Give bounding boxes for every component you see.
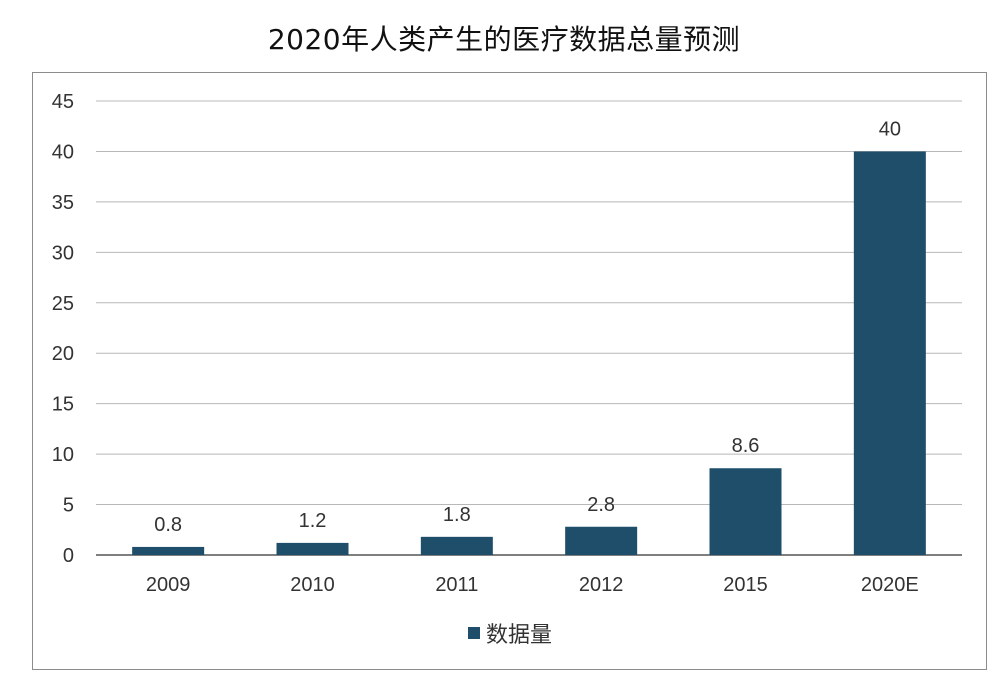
chart-title: 2020年人类产生的医疗数据总量预测: [267, 23, 741, 56]
bar: [565, 526, 638, 555]
data-labels: 0.8 1.2 1.8 2.8 8.6 40: [154, 118, 901, 535]
y-tick-label: 40: [52, 141, 74, 163]
data-label: 8.6: [732, 435, 760, 457]
y-tick-label: 10: [52, 444, 74, 466]
data-label: 40: [879, 118, 901, 140]
bar: [132, 546, 205, 555]
bar: [853, 151, 926, 555]
data-label: 2.8: [587, 494, 615, 516]
y-tick-label: 0: [63, 545, 74, 567]
y-tick-label: 25: [52, 293, 74, 315]
x-tick-label: 2020E: [861, 574, 919, 596]
x-tick-label: 2015: [723, 574, 768, 596]
bar: [420, 536, 493, 555]
legend-swatch: [468, 627, 480, 639]
y-tick-label: 5: [63, 495, 74, 517]
x-axis-ticks: 2009 2010 2011 2012 2015 2020E: [146, 574, 919, 596]
data-label: 0.8: [154, 514, 182, 536]
chart-frame: [32, 72, 987, 670]
y-tick-label: 15: [52, 394, 74, 416]
data-label: 1.2: [299, 510, 327, 532]
bar: [709, 468, 782, 555]
data-label: 1.8: [443, 504, 471, 526]
bars: [132, 151, 926, 555]
x-tick-label: 2009: [146, 574, 191, 596]
y-axis-ticks: 0 5 10 15 20 25 30 35 40 45: [52, 91, 74, 567]
x-tick-label: 2012: [579, 574, 624, 596]
y-tick-label: 30: [52, 242, 74, 264]
x-tick-label: 2010: [290, 574, 335, 596]
legend: 数据量: [468, 623, 552, 648]
gridlines: [96, 100, 962, 556]
y-tick-label: 20: [52, 343, 74, 365]
x-tick-label: 2011: [435, 574, 478, 596]
y-tick-label: 45: [52, 91, 74, 113]
legend-label: 数据量: [486, 623, 552, 648]
bar: [276, 542, 349, 555]
y-tick-label: 35: [52, 192, 74, 214]
